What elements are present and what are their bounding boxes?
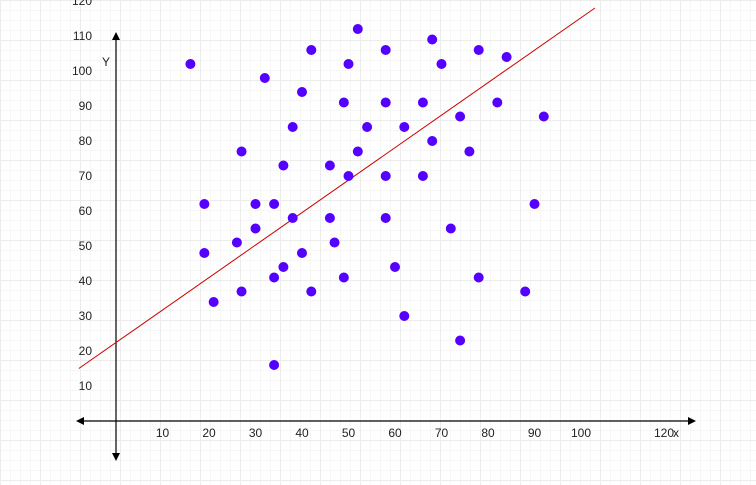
data-point bbox=[427, 34, 438, 45]
x-tick-label: 10 bbox=[156, 426, 170, 440]
y-tick-label: 40 bbox=[79, 274, 93, 288]
data-point bbox=[380, 97, 391, 108]
x-tick-labels: 10 20 30 40 50 60 70 80 90 100 120 bbox=[156, 426, 675, 440]
data-point bbox=[199, 199, 210, 209]
x-tick-label: 80 bbox=[481, 426, 495, 440]
data-point bbox=[380, 171, 391, 181]
x-axis-arrow-left bbox=[76, 417, 84, 425]
data-point bbox=[185, 59, 196, 69]
x-tick-label: 50 bbox=[342, 426, 356, 440]
data-point bbox=[417, 97, 428, 108]
x-tick-label: 20 bbox=[202, 426, 216, 440]
x-tick-label: 90 bbox=[528, 426, 542, 440]
data-point bbox=[324, 160, 335, 171]
data-point bbox=[236, 146, 247, 157]
data-point bbox=[329, 237, 340, 248]
y-tick-label: 100 bbox=[72, 64, 92, 78]
data-point bbox=[343, 59, 354, 69]
data-point bbox=[297, 248, 307, 258]
x-tick-label: 120 bbox=[654, 426, 674, 440]
trend-line bbox=[78, 7, 596, 369]
data-point bbox=[445, 223, 456, 234]
y-axis-arrow-top bbox=[112, 32, 120, 40]
data-point bbox=[399, 311, 410, 321]
data-point bbox=[473, 45, 484, 55]
data-point bbox=[278, 160, 289, 171]
y-axis-arrow-bottom bbox=[112, 453, 120, 461]
x-tick-label: 100 bbox=[571, 426, 591, 440]
data-point bbox=[297, 87, 307, 97]
y-tick-label: 30 bbox=[79, 309, 93, 323]
data-point bbox=[520, 286, 531, 297]
axes bbox=[76, 32, 696, 461]
data-point bbox=[352, 146, 363, 157]
data-point bbox=[306, 45, 317, 55]
data-point bbox=[352, 24, 363, 34]
data-point bbox=[464, 146, 475, 157]
data-point bbox=[427, 136, 438, 146]
y-axis-label: Y bbox=[102, 55, 110, 69]
x-axis-arrow-right bbox=[688, 417, 696, 425]
y-tick-labels: 102030405060708090100110120130 bbox=[72, 0, 92, 393]
data-point bbox=[278, 262, 289, 272]
data-point bbox=[199, 248, 210, 258]
data-point bbox=[380, 213, 391, 223]
x-tick-label: 30 bbox=[249, 426, 263, 440]
y-tick-label: 70 bbox=[79, 169, 93, 183]
x-axis-label: x bbox=[673, 426, 679, 440]
data-point bbox=[473, 272, 484, 283]
data-point bbox=[287, 213, 298, 223]
data-point bbox=[529, 199, 540, 209]
data-point bbox=[269, 199, 280, 209]
y-tick-label: 90 bbox=[79, 99, 93, 113]
data-point bbox=[436, 59, 447, 69]
data-point bbox=[399, 122, 410, 132]
data-point bbox=[306, 286, 317, 297]
data-point bbox=[259, 73, 270, 83]
y-tick-label: 80 bbox=[79, 134, 93, 148]
data-point bbox=[287, 122, 298, 132]
x-tick-label: 40 bbox=[295, 426, 309, 440]
data-point bbox=[343, 171, 354, 181]
y-tick-label: 10 bbox=[79, 379, 93, 393]
y-tick-label: 50 bbox=[79, 239, 93, 253]
x-tick-label: 60 bbox=[388, 426, 402, 440]
data-point bbox=[501, 52, 512, 62]
data-point bbox=[250, 223, 261, 234]
y-tick-label: 120 bbox=[72, 0, 92, 8]
data-point bbox=[231, 237, 242, 248]
data-point bbox=[455, 335, 466, 346]
y-tick-label: 20 bbox=[79, 344, 93, 358]
data-point bbox=[250, 199, 261, 209]
data-point bbox=[492, 97, 503, 108]
data-point bbox=[338, 272, 349, 283]
data-point bbox=[324, 213, 335, 223]
data-point bbox=[380, 45, 391, 55]
data-point bbox=[538, 111, 549, 122]
data-point bbox=[338, 97, 349, 108]
data-point bbox=[455, 111, 466, 122]
data-point bbox=[269, 360, 280, 370]
data-points bbox=[185, 24, 549, 370]
y-tick-label: 60 bbox=[79, 204, 93, 218]
x-tick-label: 70 bbox=[435, 426, 449, 440]
data-point bbox=[390, 262, 400, 272]
y-tick-label: 110 bbox=[73, 29, 92, 43]
data-point bbox=[362, 122, 373, 132]
data-point bbox=[417, 171, 428, 181]
data-point bbox=[208, 297, 219, 307]
data-point bbox=[269, 272, 280, 283]
data-point bbox=[236, 286, 247, 297]
